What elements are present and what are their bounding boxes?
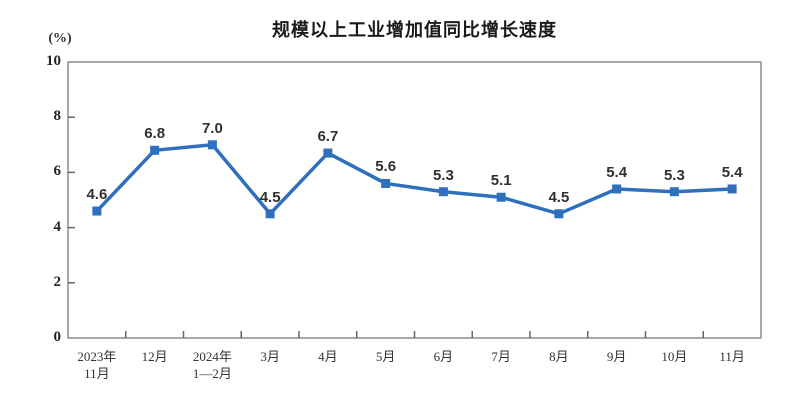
y-tick-label: 8 [53,108,62,125]
data-point-marker [727,184,737,194]
x-category-label: 2023年 11月 [77,349,117,381]
point-value-label: 5.4 [721,163,743,181]
point-value-label: 5.6 [375,158,397,176]
point-value-label: 6.7 [317,128,339,146]
point-value-label: 5.3 [432,166,454,184]
y-tick-label: 4 [53,218,62,235]
plot-border [67,61,762,339]
y-axis-unit-label: (%) [48,31,72,46]
point-value-label: 6.8 [144,125,166,143]
x-category-label: 12月 [141,349,168,364]
data-line [95,143,734,216]
y-tick-label: 0 [53,329,62,345]
point-value-label: 4.5 [259,188,281,206]
x-category-label: 7月 [491,349,511,364]
data-point-marker [612,184,622,194]
data-point-marker [323,148,333,158]
data-point-marker [496,192,506,202]
y-tick-label: 10 [46,53,61,69]
point-value-label: 5.4 [606,163,628,181]
y-tick-label: 2 [53,273,62,290]
data-point-marker [438,187,448,197]
x-category-label: 9月 [606,349,627,364]
chart-title: 规模以上工业增加值同比增长速度 [272,20,557,40]
x-category-label: 8月 [549,349,569,364]
x-category-label: 2024年 1—2月 [192,349,232,381]
data-point-marker [92,206,102,216]
data-point-marker [554,209,564,219]
data-point-marker [207,140,217,150]
point-value-label: 5.1 [490,172,512,190]
data-point-marker [669,187,679,197]
point-value-label: 5.3 [663,166,685,184]
data-point-marker [265,209,275,219]
point-value-label: 4.5 [548,188,570,206]
x-category-label: 11月 [719,349,745,364]
x-category-label: 6月 [433,349,454,364]
x-category-label: 3月 [260,349,280,364]
y-tick-label: 6 [53,163,62,180]
data-point-marker [150,145,160,155]
point-value-label: 7.0 [201,119,223,137]
point-value-label: 4.6 [86,186,108,204]
x-category-label: 10月 [661,349,688,364]
x-category-label: 4月 [318,349,338,364]
data-point-marker [381,178,391,188]
x-category-label: 5月 [375,349,396,364]
